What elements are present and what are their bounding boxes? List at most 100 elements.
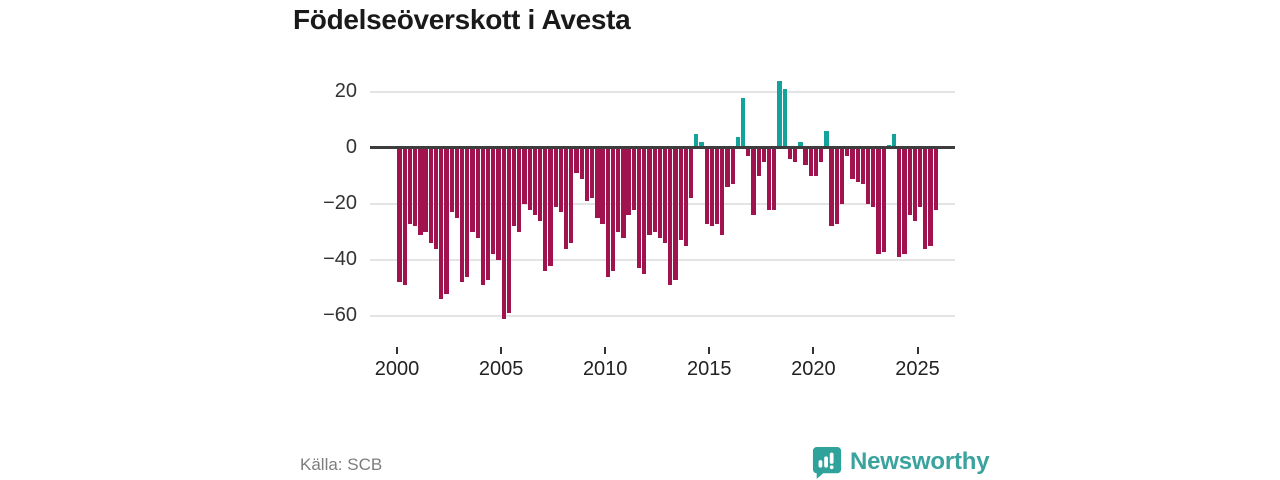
chart-bar <box>553 148 558 207</box>
gridline <box>370 259 955 261</box>
chart-bar <box>491 148 496 255</box>
chart-bar <box>756 148 761 176</box>
chart-bar <box>642 148 647 274</box>
chart-bar <box>407 148 413 224</box>
chart-bar <box>699 142 704 148</box>
x-tick <box>396 347 398 354</box>
chart-bar <box>819 148 824 162</box>
chart-bar <box>933 148 938 210</box>
x-tick <box>500 347 503 354</box>
chart-bar <box>855 148 860 182</box>
chart-bar <box>881 148 886 252</box>
newsworthy-logo-text: Newsworthy <box>850 448 990 475</box>
chart-bar <box>636 148 642 269</box>
chart-bar <box>501 148 506 319</box>
chart-bar <box>902 148 907 255</box>
chart-bar <box>741 97 746 148</box>
chart-bar <box>751 148 756 216</box>
chart-bar <box>480 148 486 286</box>
chart-bar <box>439 148 444 300</box>
x-tick-label: 2010 <box>582 358 628 380</box>
chart-bar <box>767 148 772 210</box>
x-tick <box>916 347 919 354</box>
chart-bar <box>511 148 517 227</box>
chart-bar <box>678 148 683 241</box>
chart-bar <box>912 148 918 221</box>
chart-bar <box>704 148 709 224</box>
chart-bar <box>928 148 933 246</box>
chart-bar <box>496 148 501 260</box>
chart-bar <box>506 148 512 314</box>
x-tick-label: 2025 <box>895 358 940 380</box>
chart-bar <box>418 148 423 235</box>
chart-bar <box>813 148 819 176</box>
chart-bar <box>673 148 678 280</box>
chart-bar <box>465 148 470 277</box>
chart-bar <box>600 148 605 224</box>
chart-bar <box>595 148 600 218</box>
chart-bar <box>590 148 595 199</box>
plot-area: 20 0 −20 −40 −60 2000 2005 2010 2015 2020 2025 <box>323 80 955 380</box>
chart-bar <box>876 148 881 255</box>
chart-bar <box>891 134 897 148</box>
chart-bar <box>865 148 871 204</box>
chart-bar <box>459 148 465 283</box>
chart-bar <box>730 148 735 185</box>
chart-bar <box>907 148 912 216</box>
chart-bar <box>543 148 548 272</box>
chart-bar <box>798 142 803 148</box>
chart-bar <box>413 148 418 227</box>
chart-bar <box>444 148 449 294</box>
x-tick-label: 2020 <box>791 358 836 380</box>
chart-bar <box>761 148 767 162</box>
chart-bar <box>584 148 590 202</box>
chart-bar <box>787 148 793 160</box>
chart-bar <box>923 148 928 249</box>
chart-bar <box>683 148 688 246</box>
chart-bar <box>777 80 782 148</box>
x-tick-label: 2015 <box>687 358 732 380</box>
chart-bar <box>569 148 574 244</box>
chart-bar <box>803 148 808 165</box>
chart-bar <box>449 148 454 213</box>
chart-bar <box>897 148 902 258</box>
chart-bar <box>829 148 834 227</box>
chart-bar <box>871 148 876 207</box>
chart-bar <box>564 148 569 249</box>
chart-bar <box>397 148 402 283</box>
x-tick <box>604 347 607 354</box>
x-tick <box>812 347 815 354</box>
gridline <box>370 315 955 317</box>
y-tick-label: −60 <box>323 304 357 326</box>
chart-bar <box>423 148 428 232</box>
chart-bar <box>662 148 668 244</box>
chart-bar <box>834 148 839 224</box>
chart-bar <box>694 134 699 148</box>
chart-bar <box>839 148 845 204</box>
chart-bar <box>688 148 694 199</box>
chart-bar <box>720 148 725 235</box>
source-text: Källa: SCB <box>300 455 383 474</box>
chart-bar <box>657 148 662 238</box>
newsworthy-logo-icon <box>812 446 842 479</box>
chart-bar <box>574 148 579 174</box>
chart-bar <box>860 148 865 185</box>
chart-bar <box>605 148 610 277</box>
chart-bar <box>850 148 855 179</box>
chart-bar <box>558 148 564 213</box>
chart-bar <box>475 148 480 238</box>
x-tick <box>708 347 711 354</box>
chart-bar <box>621 148 626 238</box>
chart-bar <box>735 136 741 148</box>
y-tick-label: 0 <box>345 136 357 158</box>
chart-bar <box>668 148 673 286</box>
chart-bar <box>616 148 621 232</box>
chart-bar <box>454 148 459 218</box>
chart-bar <box>626 148 631 216</box>
chart-bar <box>793 148 798 162</box>
chart-bar <box>428 148 433 244</box>
chart-bar <box>522 148 527 204</box>
chart-bar <box>725 148 730 188</box>
chart-title: Födelseöverskott i Avesta <box>293 4 631 35</box>
chart-bar <box>845 148 850 157</box>
